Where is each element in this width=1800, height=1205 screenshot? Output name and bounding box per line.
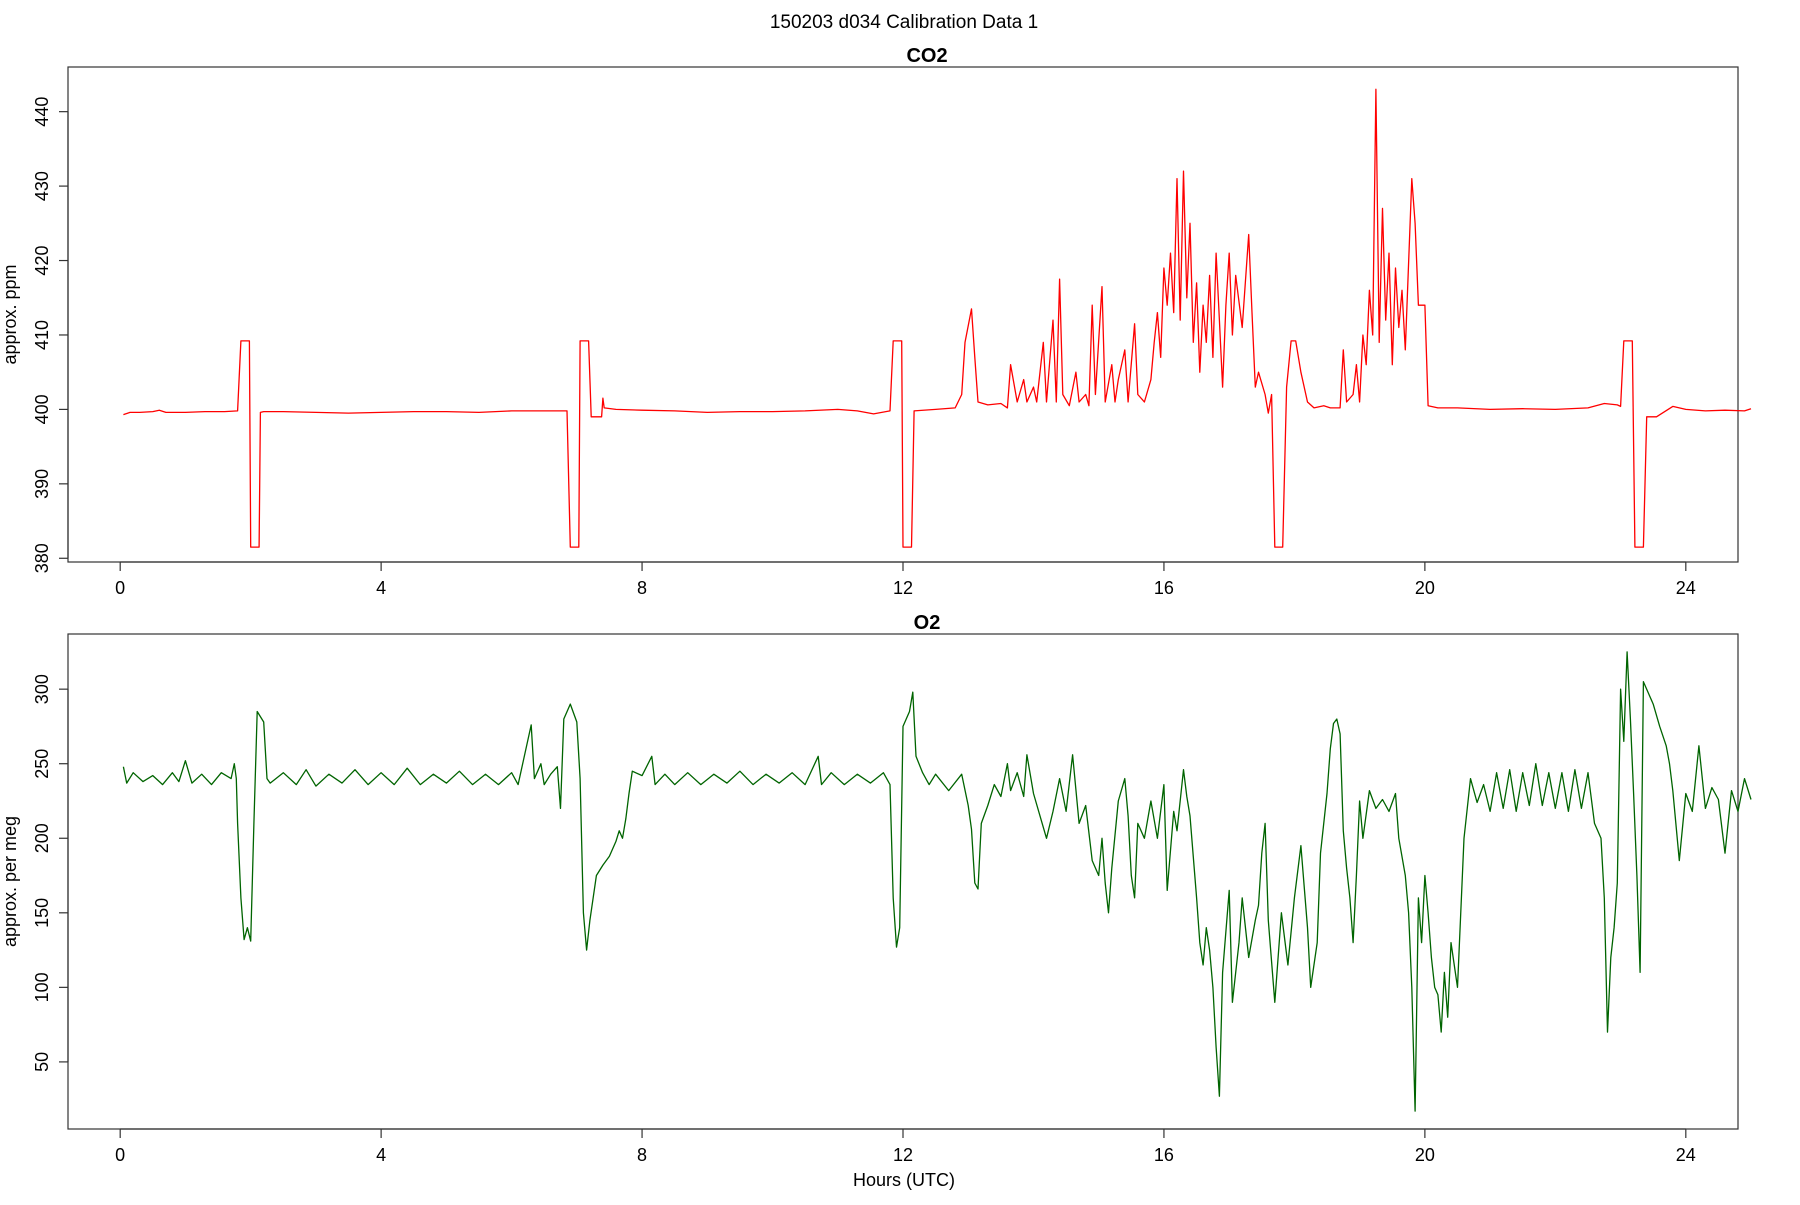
y-tick-label: 100: [32, 972, 52, 1002]
panel-co2: CO2 0 4 8 12 16 20 24 380 390 400 410 420 430 440 appro…: [0, 45, 1752, 598]
x-tick-label: 0: [115, 1145, 125, 1165]
plot-frame: [67, 633, 1739, 1130]
y-tick-label: 250: [32, 749, 52, 779]
x-tick-label: 16: [1154, 578, 1174, 598]
panel-o2: O2 0 4 8 12 16 20 24 50 100 150 200 250 300 approx. pe…: [0, 612, 1752, 1190]
panel-title: O2: [914, 612, 941, 634]
y-axis: 50 100 150 200 250 300: [32, 674, 69, 1072]
y-axis-label: approx. per meg: [0, 816, 20, 947]
y-tick-label: 380: [32, 543, 52, 573]
y-tick-label: 440: [32, 97, 52, 127]
x-tick-label: 8: [637, 578, 647, 598]
x-axis: 0 4 8 12 16 20 24: [115, 561, 1696, 598]
x-tick-label: 24: [1676, 578, 1696, 598]
x-tick-label: 16: [1154, 1145, 1174, 1165]
page-title: 150203 d034 Calibration Data 1: [770, 12, 1038, 33]
y-tick-label: 300: [32, 674, 52, 704]
series-line-o2: [122, 651, 1752, 1112]
series-line-co2: [123, 88, 1752, 548]
x-tick-label: 24: [1676, 1145, 1696, 1165]
x-tick-label: 4: [376, 1145, 386, 1165]
y-tick-label: 50: [32, 1052, 52, 1072]
x-tick-label: 20: [1415, 1145, 1435, 1165]
panel-title: CO2: [906, 45, 947, 67]
y-tick-label: 420: [32, 246, 52, 276]
x-tick-label: 8: [637, 1145, 647, 1165]
y-axis: 380 390 400 410 420 430 440: [32, 97, 69, 573]
x-tick-label: 4: [376, 578, 386, 598]
y-tick-label: 430: [32, 171, 52, 201]
y-tick-label: 200: [32, 823, 52, 853]
y-axis-label: approx. ppm: [0, 264, 20, 364]
x-tick-label: 12: [893, 578, 913, 598]
y-tick-label: 400: [32, 394, 52, 424]
y-tick-label: 150: [32, 898, 52, 928]
x-tick-label: 0: [115, 578, 125, 598]
x-axis-label: Hours (UTC): [853, 1170, 955, 1190]
y-tick-label: 410: [32, 320, 52, 350]
x-tick-label: 20: [1415, 578, 1435, 598]
x-axis: 0 4 8 12 16 20 24: [115, 1128, 1696, 1165]
x-tick-label: 12: [893, 1145, 913, 1165]
y-tick-label: 390: [32, 469, 52, 499]
